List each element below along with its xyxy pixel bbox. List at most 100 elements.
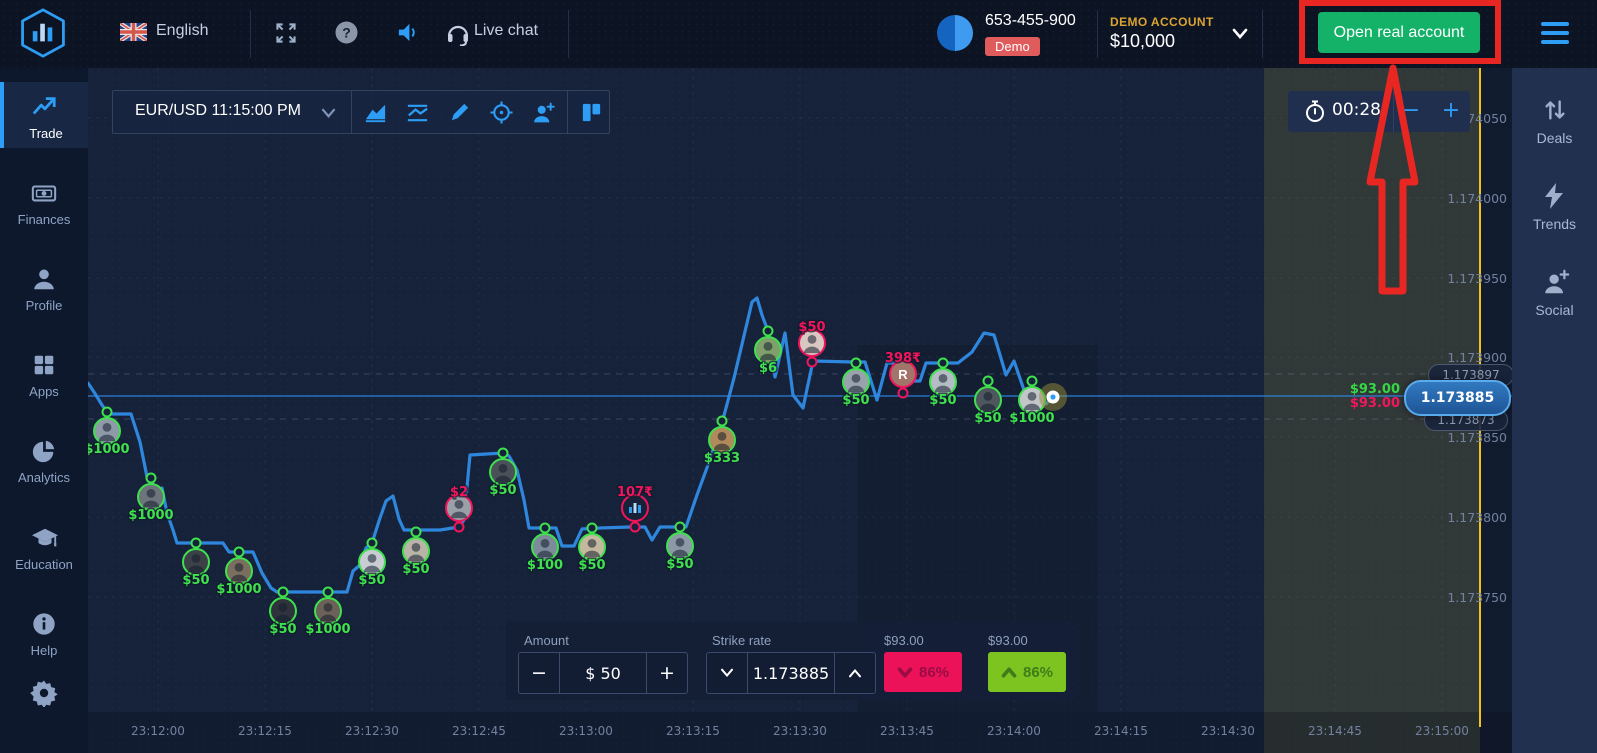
deal-marker-put[interactable]: $50 [797, 319, 827, 368]
amount-decrease-button[interactable]: − [531, 662, 547, 684]
call-button[interactable]: 86% [988, 652, 1066, 692]
time-axis-label: 23:12:45 [452, 724, 506, 738]
open-real-account-button[interactable]: Open real account [1318, 12, 1480, 53]
deal-amount-label: $100 [527, 558, 563, 573]
deal-marker-call[interactable]: $50 [357, 537, 387, 590]
deal-marker-call[interactable]: $50 [268, 586, 298, 639]
sidebar-item-profile[interactable]: Profile [0, 254, 88, 320]
deal-marker-put[interactable]: 107₹ [615, 484, 655, 533]
trader-avatar [889, 360, 917, 388]
indicators-icon[interactable] [405, 100, 430, 125]
deal-marker-call[interactable]: $6 [754, 325, 782, 378]
uk-flag-icon[interactable] [120, 23, 147, 41]
strike-decrease-button[interactable] [707, 653, 747, 693]
sidebar-item-finances[interactable]: Finances [0, 168, 88, 234]
help-question-icon[interactable]: ? [335, 21, 358, 44]
time-axis-label: 23:12:15 [238, 724, 292, 738]
deal-marker-call[interactable]: $50 [841, 357, 871, 410]
deal-marker-put[interactable]: $2 [445, 484, 473, 533]
deal-anchor-dot [982, 375, 994, 387]
chevron-down-icon [721, 668, 733, 678]
pie-chart-icon [32, 440, 55, 463]
deal-marker-call[interactable]: $50 [928, 357, 958, 410]
live-chat-button[interactable]: Live chat [474, 22, 539, 39]
platform-logo[interactable] [17, 7, 69, 59]
time-axis-label: 23:15:00 [1415, 724, 1469, 738]
draw-pencil-icon[interactable] [447, 100, 472, 125]
language-selector[interactable]: English [156, 22, 209, 39]
deal-marker-call[interactable]: $100 [525, 522, 565, 575]
deal-anchor-dot [322, 586, 334, 598]
social-trading-icon[interactable] [531, 100, 556, 125]
layout-icon[interactable] [579, 100, 604, 125]
deal-marker-call[interactable]: $50 [488, 447, 518, 500]
graduation-cap-icon [32, 528, 58, 547]
account-balance[interactable]: $10,000 [1110, 31, 1176, 51]
crosshair-icon[interactable] [489, 100, 514, 125]
deal-marker-call[interactable]: $50 [181, 537, 211, 590]
deal-amount-label: 398₹ [885, 351, 921, 366]
chevron-down-icon[interactable] [1232, 28, 1248, 40]
deal-anchor-dot [586, 522, 598, 534]
sidebar-item-deals[interactable]: Deals [1512, 86, 1597, 152]
strike-rate-label: Strike rate [712, 633, 772, 648]
sidebar-item-social[interactable]: Social [1512, 258, 1597, 324]
person-icon [34, 269, 54, 290]
deal-marker-call[interactable]: $50 [665, 521, 695, 574]
deal-marker-call[interactable]: $1000 [88, 406, 131, 459]
amount-value[interactable]: $ 50 [559, 653, 647, 693]
fullscreen-icon[interactable] [274, 21, 298, 45]
deal-marker-call[interactable]: $1000 [127, 472, 175, 525]
headset-icon[interactable] [446, 20, 470, 46]
sidebar-item-analytics[interactable]: Analytics [0, 426, 88, 492]
banknote-icon [31, 185, 57, 202]
deal-amount-label: $50 [798, 320, 825, 335]
deal-marker-call[interactable]: $1000 [304, 586, 352, 639]
put-button[interactable]: 86% [884, 652, 962, 692]
symbol-selector[interactable]: EUR/USD 11:15:00 PM [135, 102, 301, 119]
strike-rate-value[interactable]: 1.173885 [747, 653, 835, 693]
area-chart-icon[interactable] [363, 100, 388, 125]
deal-anchor-dot [1026, 375, 1038, 387]
deal-marker-call[interactable]: $50 [401, 526, 431, 579]
amount-increase-button[interactable]: + [659, 662, 675, 684]
divider [1262, 10, 1263, 58]
deal-anchor-dot [897, 387, 909, 399]
sidebar-item-apps[interactable]: Apps [0, 340, 88, 406]
timer-increase-button[interactable]: + [1441, 98, 1461, 123]
deal-amount-label: $6 [759, 361, 777, 376]
chevron-down-icon[interactable] [321, 108, 336, 119]
gear-icon[interactable] [30, 679, 58, 707]
sidebar-item-help[interactable]: Help [0, 599, 88, 665]
deal-marker-call[interactable]: $50 [973, 375, 1003, 428]
deal-amount-label: $2 [450, 485, 468, 500]
sidebar-item-trade[interactable]: Trade [0, 82, 88, 148]
deal-amount-label: $50 [578, 558, 605, 573]
stopwatch-icon [1306, 100, 1324, 122]
deal-anchor-dot [497, 447, 509, 459]
current-price-pill: 1.173885 [1404, 380, 1511, 416]
deal-amount-label: $50 [269, 622, 296, 637]
deal-anchor-dot [539, 522, 551, 534]
strike-increase-button[interactable] [835, 653, 875, 693]
deal-anchor-dot [716, 415, 728, 427]
deal-marker-call[interactable]: $1000 [215, 546, 263, 599]
deal-anchor-dot [453, 521, 465, 533]
sound-icon[interactable] [396, 21, 419, 44]
deal-anchor-dot [850, 357, 862, 369]
deal-marker-call[interactable]: $333 [702, 415, 742, 468]
sidebar-item-trends[interactable]: Trends [1512, 172, 1597, 238]
sidebar-item-education[interactable]: Education [0, 513, 88, 579]
account-type-label[interactable]: DEMO ACCOUNT [1110, 15, 1214, 29]
time-axis-label: 23:14:15 [1094, 724, 1148, 738]
account-avatar[interactable] [937, 15, 973, 51]
call-payout-label: $93.00 [988, 633, 1028, 648]
time-axis-label: 23:13:15 [666, 724, 720, 738]
price-axis-label: 1.173850 [1447, 430, 1507, 445]
timer-decrease-button[interactable]: − [1401, 98, 1421, 123]
deal-marker-call[interactable]: $50 [577, 522, 607, 575]
deal-amount-label: $50 [402, 562, 429, 577]
arrow-down-icon [897, 666, 913, 678]
